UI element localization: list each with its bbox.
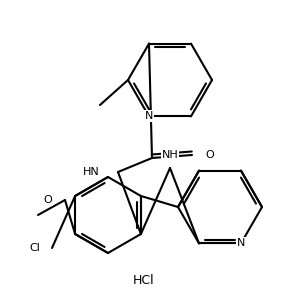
Text: N: N xyxy=(237,238,245,248)
Text: Cl: Cl xyxy=(29,243,40,253)
Text: HCl: HCl xyxy=(133,274,155,286)
Text: O: O xyxy=(43,195,52,205)
Text: N: N xyxy=(145,111,153,121)
Text: HN: HN xyxy=(83,167,100,177)
Text: NH: NH xyxy=(162,150,178,160)
Text: O: O xyxy=(205,150,214,160)
